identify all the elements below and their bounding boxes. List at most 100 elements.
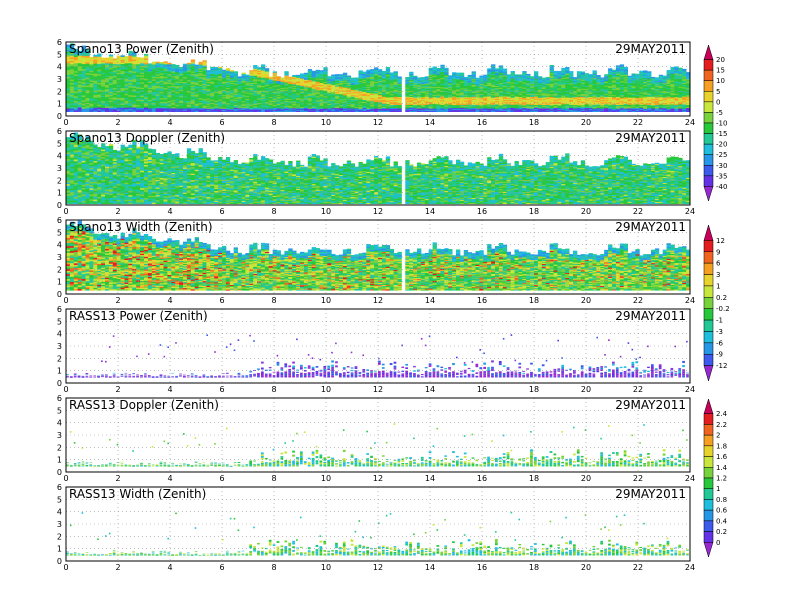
heatmap-cell <box>303 87 309 89</box>
heatmap-cell <box>510 79 515 81</box>
heatmap-cell <box>179 109 184 111</box>
heatmap-cell <box>487 106 492 108</box>
heatmap-cell <box>444 82 449 84</box>
heatmap-cell <box>132 86 137 89</box>
heatmap-cell <box>112 93 118 95</box>
heatmap-cell <box>225 102 231 105</box>
heatmap-cell <box>518 85 523 87</box>
heatmap-cell <box>487 101 492 104</box>
heatmap-cell <box>280 89 285 91</box>
heatmap-cell <box>495 83 500 85</box>
heatmap-cell <box>475 104 480 107</box>
heatmap-cell <box>97 63 102 66</box>
heatmap-cell <box>253 80 258 82</box>
heatmap-cell <box>479 110 484 112</box>
heatmap-cell <box>124 82 129 85</box>
heatmap-cell <box>171 102 176 104</box>
heatmap-cell <box>491 86 496 89</box>
heatmap-cell <box>495 99 500 102</box>
heatmap-cell <box>183 63 188 66</box>
heatmap-cell <box>171 71 176 73</box>
heatmap-cell <box>370 92 375 94</box>
heatmap-cell <box>186 71 192 73</box>
heatmap-cell <box>381 86 387 88</box>
heatmap-cell <box>354 104 359 106</box>
heatmap-cell <box>163 91 168 94</box>
heatmap-cell <box>120 79 125 81</box>
heatmap-cell <box>518 104 523 106</box>
heatmap-cell <box>374 81 379 84</box>
heatmap-cell <box>358 91 363 93</box>
heatmap-cell <box>97 100 102 102</box>
heatmap-cell <box>541 90 547 92</box>
heatmap-cell <box>315 85 320 87</box>
heatmap-cell <box>81 75 86 78</box>
heatmap-cell <box>553 105 558 107</box>
heatmap-cell <box>537 76 543 78</box>
heatmap-cell <box>198 63 203 65</box>
heatmap-cell <box>483 107 488 109</box>
heatmap-cell <box>112 77 118 79</box>
heatmap-cell <box>545 96 550 99</box>
heatmap-cell <box>202 79 207 82</box>
heatmap-cell <box>93 110 98 112</box>
heatmap-cell <box>151 61 157 64</box>
heatmap-cell <box>417 107 422 109</box>
heatmap-cell <box>475 81 480 84</box>
heatmap-cell <box>257 94 262 97</box>
heatmap-cell <box>249 106 254 108</box>
heatmap-cell <box>198 88 203 90</box>
heatmap-cell <box>128 97 133 100</box>
heatmap-cell <box>483 99 488 101</box>
heatmap-cell <box>311 75 316 78</box>
heatmap-cell <box>342 81 348 83</box>
heatmap-cell <box>420 86 426 88</box>
heatmap-cell <box>381 74 387 76</box>
heatmap-cell <box>339 92 344 95</box>
heatmap-cell <box>366 81 371 83</box>
heatmap-cell <box>541 93 547 95</box>
heatmap-cell <box>186 67 192 70</box>
heatmap-cell <box>73 95 79 98</box>
heatmap-cell <box>534 99 539 101</box>
heatmap-cell <box>432 83 437 85</box>
heatmap-cell <box>272 101 277 103</box>
heatmap-cell <box>97 69 102 72</box>
heatmap-cell <box>444 107 449 109</box>
heatmap-cell <box>97 82 102 85</box>
heatmap-cell <box>448 87 453 89</box>
heatmap-cell <box>175 84 180 87</box>
heatmap-cell <box>136 92 141 95</box>
heatmap-cell <box>381 104 387 106</box>
heatmap-cell <box>222 109 227 111</box>
heatmap-cell <box>452 105 457 108</box>
heatmap-cell <box>69 46 75 49</box>
heatmap-cell <box>155 67 160 70</box>
heatmap-cell <box>186 99 192 101</box>
heatmap-cell <box>350 81 355 84</box>
heatmap-cell <box>475 93 480 95</box>
heatmap-cell <box>144 84 149 87</box>
heatmap-cell <box>81 88 86 91</box>
heatmap-cell <box>300 76 305 78</box>
heatmap-cell <box>424 88 430 90</box>
heatmap-cell <box>136 96 141 99</box>
heatmap-cell <box>346 86 352 88</box>
heatmap-cell <box>510 99 515 101</box>
heatmap-cell <box>381 101 387 103</box>
heatmap-cell <box>491 110 496 112</box>
heatmap-cell <box>541 81 547 83</box>
heatmap-cell <box>268 76 274 78</box>
heatmap-cell <box>222 93 227 96</box>
heatmap-cell <box>424 94 430 96</box>
heatmap-cell <box>159 99 164 101</box>
heatmap-cell <box>389 102 394 105</box>
heatmap-cell <box>73 97 79 100</box>
heatmap-cell <box>502 105 508 107</box>
heatmap-cell <box>534 106 539 108</box>
heatmap-cell <box>440 72 445 75</box>
heatmap-cell <box>268 85 274 87</box>
heatmap-cell <box>151 107 157 110</box>
heatmap-cell <box>354 89 359 91</box>
heatmap-cell <box>225 75 231 78</box>
